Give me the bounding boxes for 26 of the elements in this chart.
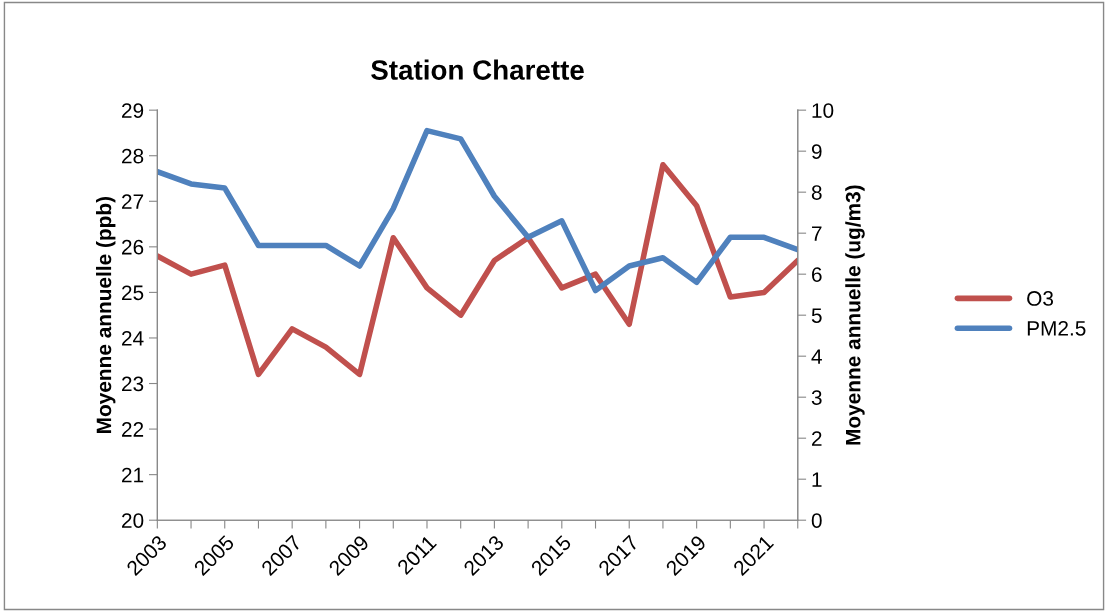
y2-tick-label: 6 [812,267,822,282]
y2-axis-title: Moyenne annuelle (ug/m3) [845,185,865,445]
y-tick-label: 25 [122,285,144,301]
y-tick-label: 21 [122,467,144,483]
y-tick-label: 20 [122,513,144,528]
y2-tick-label: 0 [811,513,822,528]
y-tick-label: 26 [122,239,144,255]
y2-tick-label: 2 [812,431,822,446]
y-tick-label: 23 [122,376,144,392]
y2-tick-label: 9 [811,144,822,159]
y-tick-label: 27 [122,194,144,209]
y-tick-label: 24 [122,330,144,346]
y-tick-label: 22 [122,422,144,437]
y2-tick-label: 8 [811,185,822,200]
y2-tick-label: 4 [811,349,822,364]
y-tick-label: 28 [122,148,144,164]
y2-tick-label: 7 [812,226,822,241]
legend-label: O3 [1027,291,1054,306]
y-tick-label: 29 [122,103,144,118]
chart-title: Station Charette [371,59,584,80]
y2-tick-label: 3 [811,390,822,405]
legend-label: PM2.5 [1027,320,1086,336]
y2-tick-label: 5 [811,308,822,323]
y-axis-title: Moyenne annuelle (ppb) [95,196,116,433]
y2-tick-label: 10 [812,103,834,118]
y2-tick-label: 1 [812,472,822,487]
